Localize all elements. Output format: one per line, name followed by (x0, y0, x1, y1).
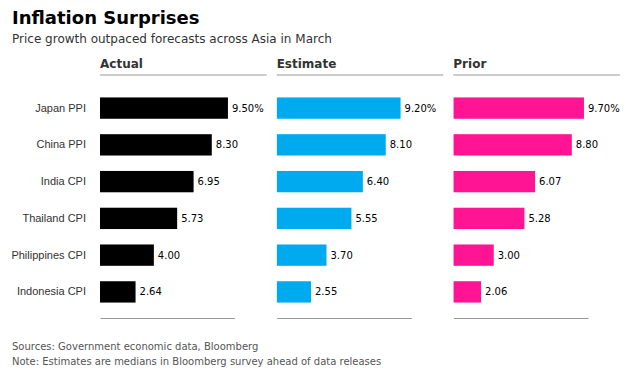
x-axis-line (454, 318, 589, 319)
bar (277, 281, 311, 302)
y-axis: Japan PPI China PPI India CPI Thailand CPI P… (11, 102, 94, 298)
data-labels: 9.20% 8.10 6.40 5.55 3.70 2.55 (315, 103, 436, 298)
bars (277, 97, 401, 302)
data-label: 3.00 (498, 250, 520, 261)
bar (100, 208, 177, 229)
data-label: 8.10 (390, 139, 412, 150)
y-tick: Indonesia CPI (17, 285, 94, 297)
bar (453, 208, 524, 229)
bars (453, 97, 584, 302)
bars (100, 97, 228, 302)
subtitle: Price growth outpaced forecasts across A… (12, 32, 332, 46)
header-rule (453, 75, 620, 76)
data-label: 4.00 (158, 250, 180, 261)
x-axis-line (101, 318, 236, 319)
y-tick: Japan PPI (35, 102, 94, 114)
data-label: 6.07 (539, 176, 561, 187)
data-label: 8.30 (216, 139, 238, 150)
annotation: Sources: Government economic data, Bloom… (12, 341, 258, 352)
y-tick: Thailand CPI (22, 212, 94, 224)
data-label: 9.50% (232, 103, 264, 114)
bar (277, 208, 352, 229)
data-labels: 9.70% 8.80 6.07 5.28 3.00 2.06 (485, 103, 620, 298)
data-label: 2.55 (315, 286, 337, 297)
bar (100, 97, 228, 118)
data-label: 2.06 (485, 286, 507, 297)
x-axis (454, 318, 589, 319)
bar (100, 281, 136, 302)
data-label: 9.70% (588, 103, 620, 114)
y-tick: China PPI (36, 138, 94, 150)
bar (100, 134, 212, 155)
data-label: 5.73 (181, 213, 203, 224)
x-axis-line (277, 318, 412, 319)
data-label: 3.70 (330, 250, 352, 261)
header-rule (277, 75, 444, 76)
annotation: Note: Estimates are medians in Bloomberg… (12, 356, 381, 367)
bar (100, 171, 194, 192)
data-label: 6.95 (198, 176, 220, 187)
y-tick: Philippines CPI (11, 249, 94, 261)
bar (277, 171, 363, 192)
title: Inflation Surprises (12, 7, 199, 28)
panel-header: Prior (453, 57, 486, 71)
y-tick-label: Thailand CPI (22, 212, 86, 224)
data-label: 2.64 (140, 286, 162, 297)
header-rule (100, 75, 267, 76)
bar (453, 97, 584, 118)
bar (277, 134, 386, 155)
panel-header: Estimate (277, 57, 337, 71)
bar (453, 244, 493, 265)
x-axis (277, 318, 412, 319)
bar (453, 281, 481, 302)
bar (277, 97, 401, 118)
y-tick-label: Japan PPI (35, 102, 86, 114)
bar (453, 134, 572, 155)
data-label: 6.40 (367, 176, 389, 187)
x-axis (101, 318, 236, 319)
y-tick: India CPI (41, 175, 94, 187)
bar (453, 171, 535, 192)
chart: Inflation Surprises Price growth outpaced… (0, 0, 638, 381)
data-label: 9.20% (405, 103, 437, 114)
bar (277, 244, 327, 265)
data-label: 8.80 (576, 139, 598, 150)
data-label: 5.28 (528, 213, 550, 224)
bar (100, 244, 154, 265)
y-tick-label: Philippines CPI (11, 249, 86, 261)
panel-header: Actual (100, 57, 143, 71)
y-tick-label: India CPI (41, 175, 86, 187)
data-label: 5.55 (355, 213, 377, 224)
y-tick-label: China PPI (36, 138, 86, 150)
y-tick-label: Indonesia CPI (17, 285, 86, 297)
data-labels: 9.50% 8.30 6.95 5.73 4.00 2.64 (140, 103, 264, 298)
